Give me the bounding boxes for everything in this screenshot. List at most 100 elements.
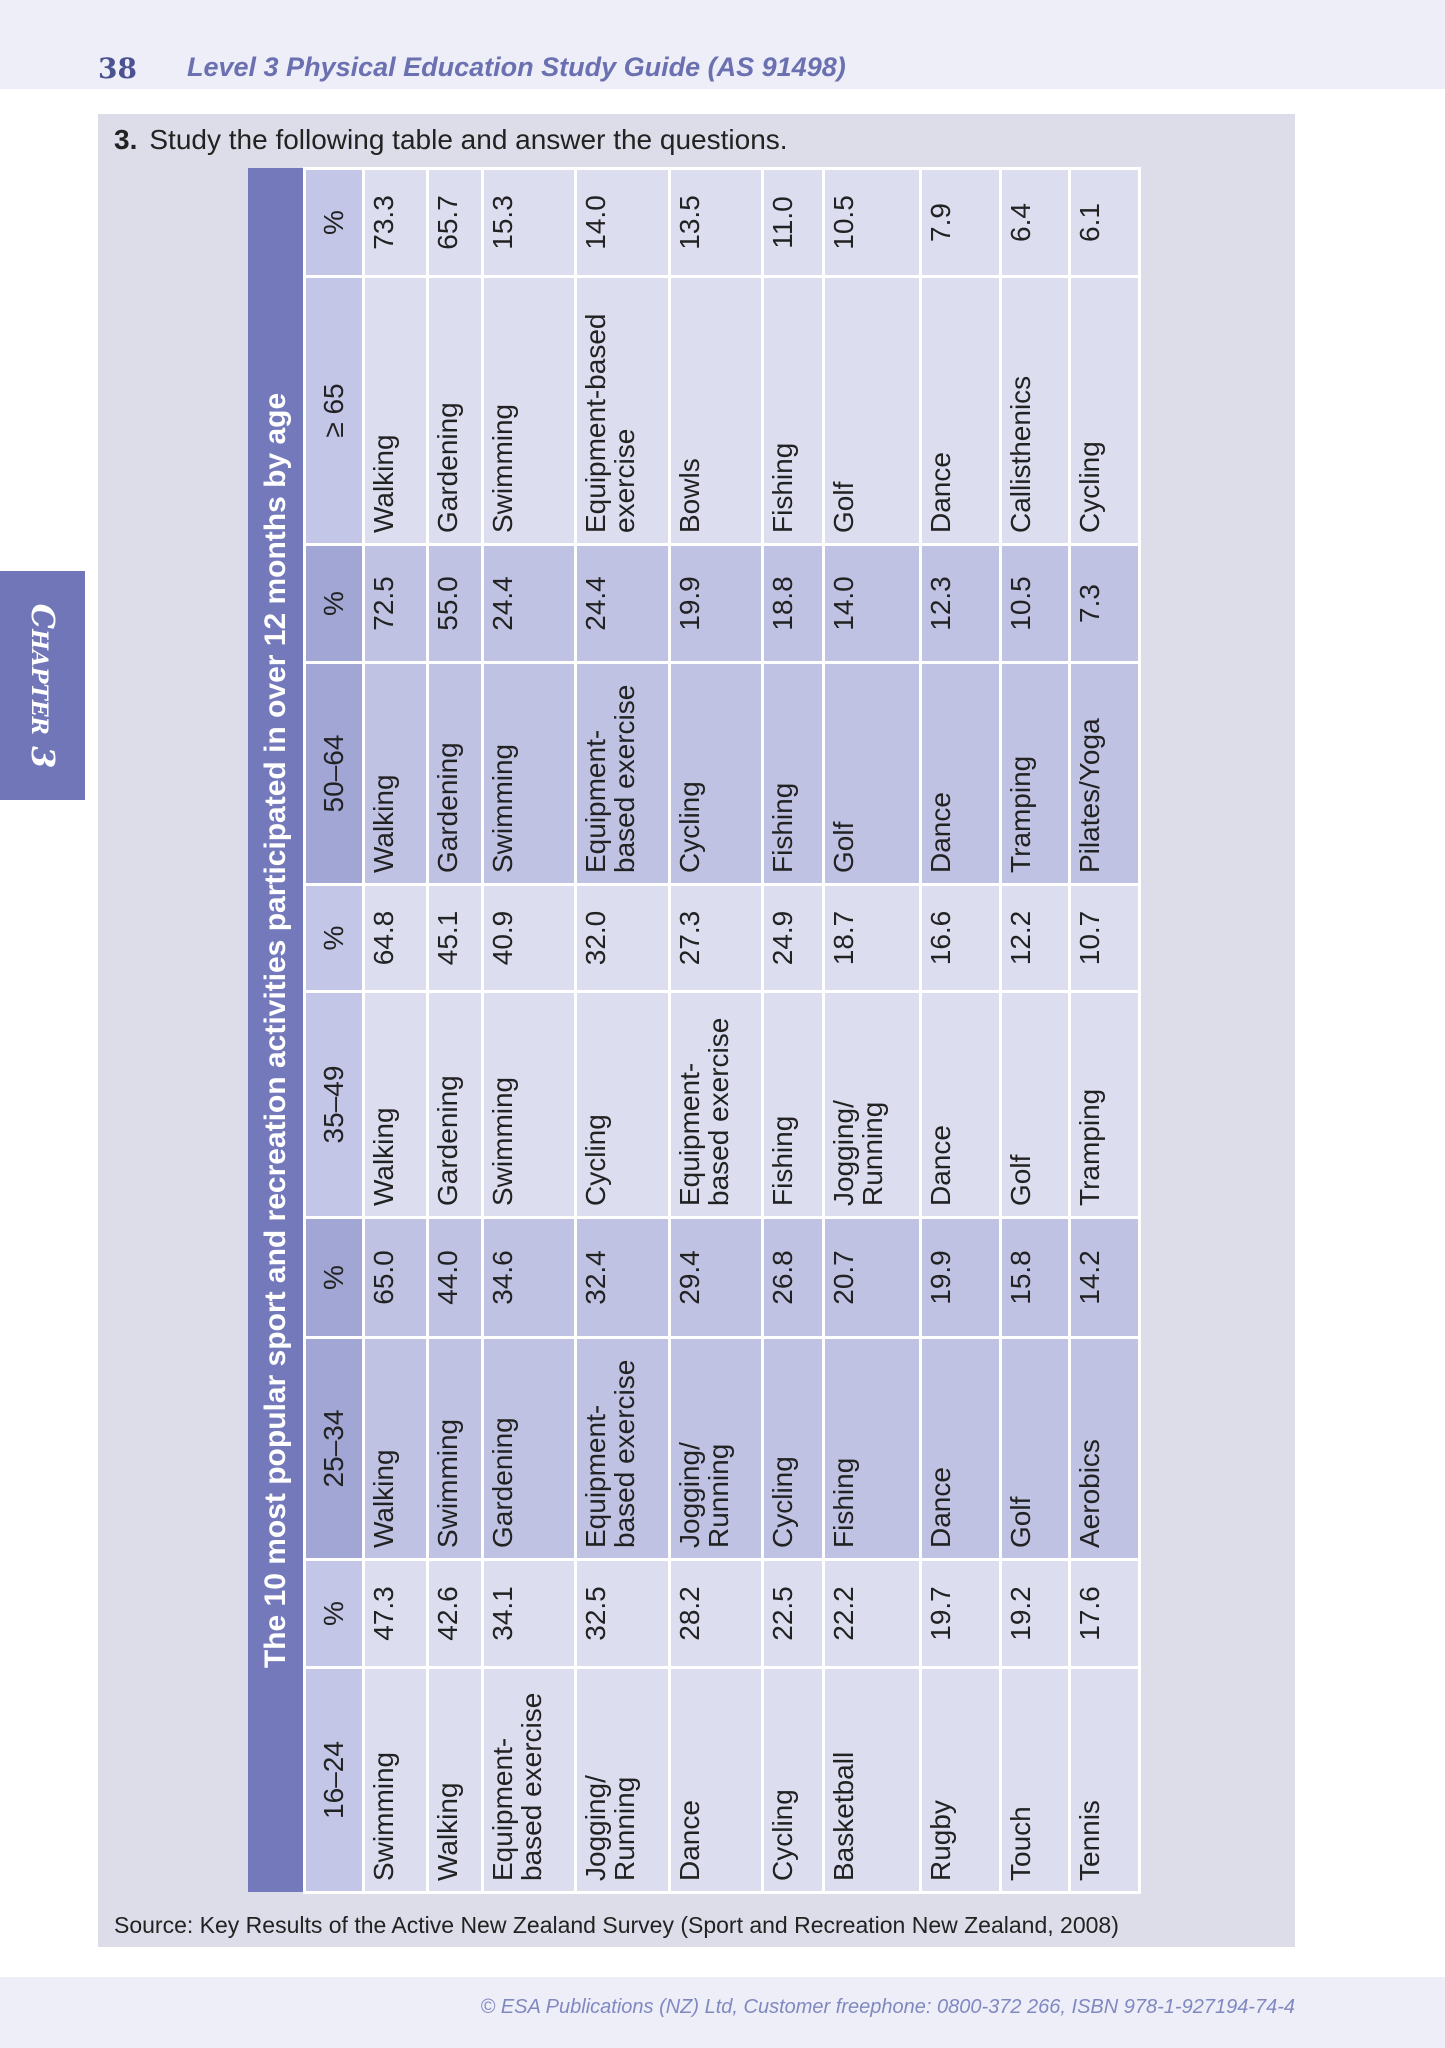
activity-cell: Cycling bbox=[762, 1667, 823, 1893]
activity-cell: Golf bbox=[823, 662, 920, 885]
activity-cell: Pilates/Yoga bbox=[1069, 662, 1139, 885]
percent-cell: 32.4 bbox=[575, 1217, 669, 1338]
percent-cell: 34.6 bbox=[482, 1217, 575, 1338]
activity-cell: Cycling bbox=[575, 991, 669, 1218]
percent-cell: 18.8 bbox=[762, 544, 823, 663]
activity-cell: Equipment-based exercise bbox=[575, 276, 669, 545]
activity-cell: Equipment-based exercise bbox=[575, 662, 669, 885]
percent-cell: 29.4 bbox=[669, 1217, 762, 1338]
table-row: Cycling 22.5 Cycling 26.8 Fishing 24.9 Fishing… bbox=[762, 168, 823, 1893]
percent-cell: 10.5 bbox=[823, 168, 920, 277]
column-header: % bbox=[304, 168, 363, 277]
percent-cell: 55.0 bbox=[427, 544, 482, 663]
table-row: Walking 42.6 Swimming 44.0 Gardening 45.1 Gard… bbox=[427, 168, 482, 1893]
percent-cell: 27.3 bbox=[669, 884, 762, 992]
activity-cell: Swimming bbox=[427, 1337, 482, 1560]
percent-cell: 13.5 bbox=[669, 168, 762, 277]
table: The 10 most popular sport and recreation… bbox=[248, 167, 1141, 1894]
activity-cell: Walking bbox=[427, 1667, 482, 1893]
percent-cell: 32.0 bbox=[575, 884, 669, 992]
question: 3. Study the following table and answer t… bbox=[114, 124, 788, 156]
percent-cell: 40.9 bbox=[482, 884, 575, 992]
percent-cell: 24.4 bbox=[482, 544, 575, 663]
activity-cell: Tennis bbox=[1069, 1667, 1139, 1893]
percent-cell: 47.3 bbox=[363, 1559, 427, 1668]
activity-cell: Gardening bbox=[427, 991, 482, 1218]
activity-cell: Fishing bbox=[823, 1337, 920, 1560]
activity-cell: Dance bbox=[669, 1667, 762, 1893]
table-row: Tennis 17.6 Aerobics 14.2 Tramping 10.7 Pilate… bbox=[1069, 168, 1139, 1893]
activity-cell: Callisthenics bbox=[1000, 276, 1069, 545]
page-title: Level 3 Physical Education Study Guide (… bbox=[187, 52, 846, 82]
column-header: 16–24 bbox=[304, 1667, 363, 1893]
activity-cell: Swimming bbox=[482, 276, 575, 545]
activity-cell: Swimming bbox=[482, 662, 575, 885]
percent-cell: 64.8 bbox=[363, 884, 427, 992]
percent-cell: 6.1 bbox=[1069, 168, 1139, 277]
percent-cell: 73.3 bbox=[363, 168, 427, 277]
activity-cell: Dance bbox=[920, 1337, 1000, 1560]
percent-cell: 10.7 bbox=[1069, 884, 1139, 992]
percent-cell: 22.2 bbox=[823, 1559, 920, 1668]
header-row: 16–24% 25–34% 35–49% 50–64% ≥ 65% bbox=[304, 168, 363, 1893]
activity-cell: Gardening bbox=[482, 1337, 575, 1560]
activity-cell: Fishing bbox=[762, 662, 823, 885]
activity-cell: Golf bbox=[1000, 1337, 1069, 1560]
activity-cell: Fishing bbox=[762, 991, 823, 1218]
chapter-tab: Chapter 3 bbox=[0, 571, 85, 800]
percent-cell: 10.5 bbox=[1000, 544, 1069, 663]
activity-cell: Equipment-based exercise bbox=[482, 1667, 575, 1893]
percent-cell: 15.3 bbox=[482, 168, 575, 277]
activity-cell: Walking bbox=[363, 1337, 427, 1560]
percent-cell: 72.5 bbox=[363, 544, 427, 663]
chapter-label: Chapter 3 bbox=[23, 603, 62, 768]
percent-cell: 17.6 bbox=[1069, 1559, 1139, 1668]
activity-cell: Dance bbox=[920, 662, 1000, 885]
activity-cell: Jogging/ Running bbox=[823, 991, 920, 1218]
percent-cell: 34.1 bbox=[482, 1559, 575, 1668]
percent-cell: 6.4 bbox=[1000, 168, 1069, 277]
activity-cell: Golf bbox=[1000, 991, 1069, 1218]
column-header: % bbox=[304, 1217, 363, 1338]
activity-cell: Tramping bbox=[1069, 991, 1139, 1218]
percent-cell: 26.8 bbox=[762, 1217, 823, 1338]
activity-cell: Fishing bbox=[762, 276, 823, 545]
percent-cell: 7.3 bbox=[1069, 544, 1139, 663]
rotated-table: The 10 most popular sport and recreation… bbox=[248, 167, 1141, 1894]
percent-cell: 24.4 bbox=[575, 544, 669, 663]
activity-cell: Walking bbox=[363, 991, 427, 1218]
activity-cell: Gardening bbox=[427, 276, 482, 545]
page-number: 38 bbox=[98, 52, 137, 85]
activity-cell: Jogging/ Running bbox=[575, 1667, 669, 1893]
percent-cell: 65.0 bbox=[363, 1217, 427, 1338]
activity-cell: Cycling bbox=[669, 662, 762, 885]
activity-cell: Swimming bbox=[482, 991, 575, 1218]
activity-cell: Walking bbox=[363, 276, 427, 545]
activity-cell: Gardening bbox=[427, 662, 482, 885]
activity-cell: Equipment-based exercise bbox=[669, 991, 762, 1218]
activity-cell: Touch bbox=[1000, 1667, 1069, 1893]
percent-cell: 15.8 bbox=[1000, 1217, 1069, 1338]
source: Source: Key Results of the Active New Ze… bbox=[114, 1912, 1119, 1938]
percent-cell: 45.1 bbox=[427, 884, 482, 992]
activity-cell: Dance bbox=[920, 276, 1000, 545]
footer: © ESA Publications (NZ) Ltd, Customer fr… bbox=[480, 1996, 1295, 2018]
percent-cell: 19.2 bbox=[1000, 1559, 1069, 1668]
percent-cell: 28.2 bbox=[669, 1559, 762, 1668]
activity-cell: Cycling bbox=[1069, 276, 1139, 545]
header-band bbox=[0, 0, 1445, 89]
percent-cell: 18.7 bbox=[823, 884, 920, 992]
percent-cell: 20.7 bbox=[823, 1217, 920, 1338]
activity-cell: Equipment-based exercise bbox=[575, 1337, 669, 1560]
table-row: Touch 19.2 Golf 15.8 Golf 12.2 Tramping 10.5 Cal… bbox=[1000, 168, 1069, 1893]
column-header: % bbox=[304, 1559, 363, 1668]
percent-cell: 12.2 bbox=[1000, 884, 1069, 992]
percent-cell: 14.0 bbox=[575, 168, 669, 277]
table-row: Dance 28.2 Jogging/ Running 29.4 Equipment-b… bbox=[669, 168, 762, 1893]
percent-cell: 19.9 bbox=[920, 1217, 1000, 1338]
table-row: Swimming 47.3 Walking 65.0 Walking 64.8 Walkin… bbox=[363, 168, 427, 1893]
table-row: Equipment-based exercise 34.1 Gardening 34.… bbox=[482, 168, 575, 1893]
question-text: Study the following table and answer the… bbox=[149, 124, 788, 155]
activity-cell: Tramping bbox=[1000, 662, 1069, 885]
activity-cell: Dance bbox=[920, 991, 1000, 1218]
